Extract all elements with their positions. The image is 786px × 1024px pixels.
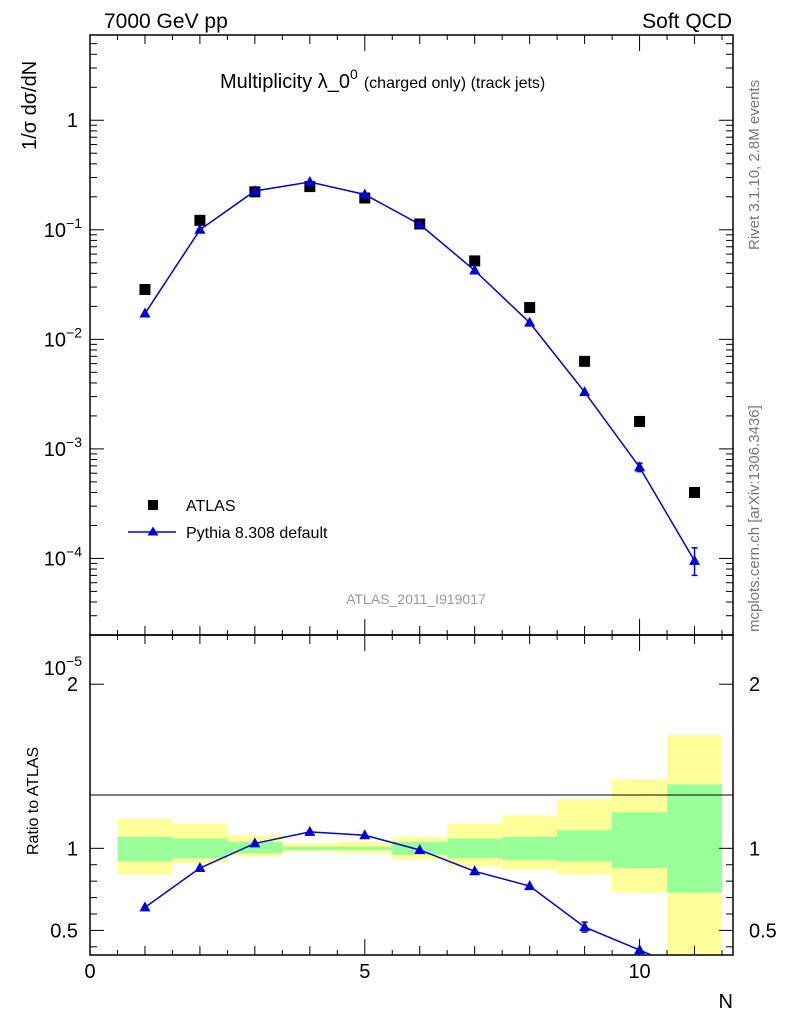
atlas-point bbox=[194, 214, 206, 226]
stat-uncertainty-band bbox=[337, 846, 393, 850]
ratio-y-tick-label-right: 2 bbox=[749, 674, 760, 696]
ratio-point bbox=[249, 837, 261, 848]
pythia-point bbox=[304, 176, 316, 187]
main-y-tick-label: 10−1 bbox=[44, 215, 82, 242]
pythia-point bbox=[634, 461, 646, 472]
legend-label-pythia: Pythia 8.308 default bbox=[186, 525, 328, 542]
main-y-axis-label: 1/σ dσ/dN bbox=[19, 61, 41, 150]
legend-marker-atlas bbox=[148, 500, 158, 510]
atlas-point bbox=[469, 255, 481, 267]
analysis-id-label: ATLAS_2011_I919017 bbox=[346, 591, 486, 607]
main-series-layer bbox=[139, 176, 701, 577]
legend-entry-pythia: Pythia 8.308 default bbox=[128, 525, 328, 542]
ratio-point bbox=[359, 829, 371, 840]
ratio-y-tick-label-right: 1 bbox=[749, 838, 760, 860]
ratio-point bbox=[194, 862, 206, 873]
ratio-point bbox=[469, 865, 481, 876]
rivet-version-label: Rivet 3.1.10, 2.8M events bbox=[746, 80, 763, 250]
stat-uncertainty-band bbox=[502, 836, 558, 860]
ratio-point bbox=[579, 921, 591, 932]
main-axes: 10−5 10−4 10−3 10−2 10−1 1 bbox=[44, 34, 733, 680]
main-panel-frame bbox=[89, 34, 734, 636]
pythia-point bbox=[414, 218, 426, 229]
pythia-point bbox=[689, 554, 701, 565]
chart-title-subtitle: (charged only) (track jets) bbox=[364, 75, 545, 92]
ratio-point bbox=[139, 901, 151, 912]
ratio-y-tick-label-left: 2 bbox=[67, 674, 78, 696]
main-panel: 10−5 10−4 10−3 10−2 10−1 1 Multiplicity λ_00 (… bbox=[19, 34, 734, 680]
atlas-point bbox=[304, 181, 316, 193]
stat-uncertainty-band bbox=[557, 830, 613, 862]
ratio-point bbox=[414, 843, 426, 854]
legend: ATLAS Pythia 8.308 default bbox=[128, 498, 328, 542]
ratio-point bbox=[524, 880, 536, 891]
x-tick-label: 5 bbox=[359, 961, 370, 983]
main-y-tick-label: 10−4 bbox=[44, 543, 82, 570]
stat-uncertainty-band bbox=[612, 812, 668, 869]
legend-label-atlas: ATLAS bbox=[186, 498, 236, 515]
pythia-point bbox=[469, 264, 481, 275]
main-y-tick-label: 10−2 bbox=[44, 324, 82, 351]
series-atlas bbox=[139, 181, 701, 498]
header-category-label: Soft QCD bbox=[642, 10, 732, 33]
pythia-point bbox=[524, 316, 536, 327]
ratio-uncertainty-bands bbox=[117, 735, 723, 955]
atlas-point bbox=[139, 284, 151, 296]
pythia-point bbox=[579, 386, 591, 397]
legend-marker-pythia bbox=[147, 526, 159, 536]
mcplots-source-label: mcplots.cern.ch [arXiv:1306.3436] bbox=[746, 405, 763, 632]
header-energy-label: 7000 GeV pp bbox=[104, 10, 228, 33]
ratio-point bbox=[304, 825, 316, 836]
ratio-series-layer bbox=[139, 825, 654, 955]
ratio-axes: 0.5 0.5 1 1 2 2 0 5 10 bbox=[50, 635, 777, 983]
x-tick-label: 0 bbox=[84, 961, 95, 983]
x-tick-label: 10 bbox=[628, 961, 650, 983]
series-pythia bbox=[139, 176, 701, 577]
stat-uncertainty-band bbox=[282, 846, 338, 850]
pythia-point bbox=[139, 307, 151, 318]
chart-title-main: Multiplicity λ_0 bbox=[220, 71, 350, 93]
ratio-y-tick-label-right: 0.5 bbox=[749, 920, 777, 942]
pythia-point bbox=[359, 188, 371, 199]
stat-uncertainty-band bbox=[667, 784, 723, 893]
legend-entry-atlas: ATLAS bbox=[148, 498, 236, 515]
main-y-tick-label: 10−3 bbox=[44, 434, 82, 461]
ratio-y-axis-label: Ratio to ATLAS bbox=[25, 747, 42, 855]
ratio-series-pythia bbox=[139, 825, 654, 955]
ratio-point bbox=[634, 944, 646, 955]
stat-uncertainty-band bbox=[447, 838, 503, 859]
pythia-point bbox=[194, 223, 206, 234]
chart-title: Multiplicity λ_00 (charged only) (track j… bbox=[220, 66, 545, 93]
pythia-point bbox=[249, 184, 261, 195]
atlas-point bbox=[524, 302, 536, 314]
stat-uncertainty-band bbox=[227, 841, 283, 854]
stat-uncertainty-band bbox=[172, 838, 228, 859]
ratio-panel: 0.5 0.5 1 1 2 2 0 5 10 Ratio to ATLAS N bbox=[25, 634, 777, 1013]
ratio-y-tick-label-left: 0.5 bbox=[50, 920, 78, 942]
atlas-point bbox=[579, 355, 591, 367]
atlas-point bbox=[689, 486, 701, 498]
stat-uncertainty-band bbox=[117, 836, 173, 862]
atlas-point bbox=[634, 415, 646, 427]
ratio-y-tick-label-left: 1 bbox=[67, 838, 78, 860]
x-axis-label: N bbox=[719, 991, 733, 1013]
ratio-panel-frame bbox=[89, 634, 734, 956]
main-y-tick-label: 1 bbox=[67, 110, 78, 132]
main-y-tick-label: 10−5 bbox=[44, 653, 82, 680]
chart-title-superscript: 0 bbox=[350, 66, 358, 82]
